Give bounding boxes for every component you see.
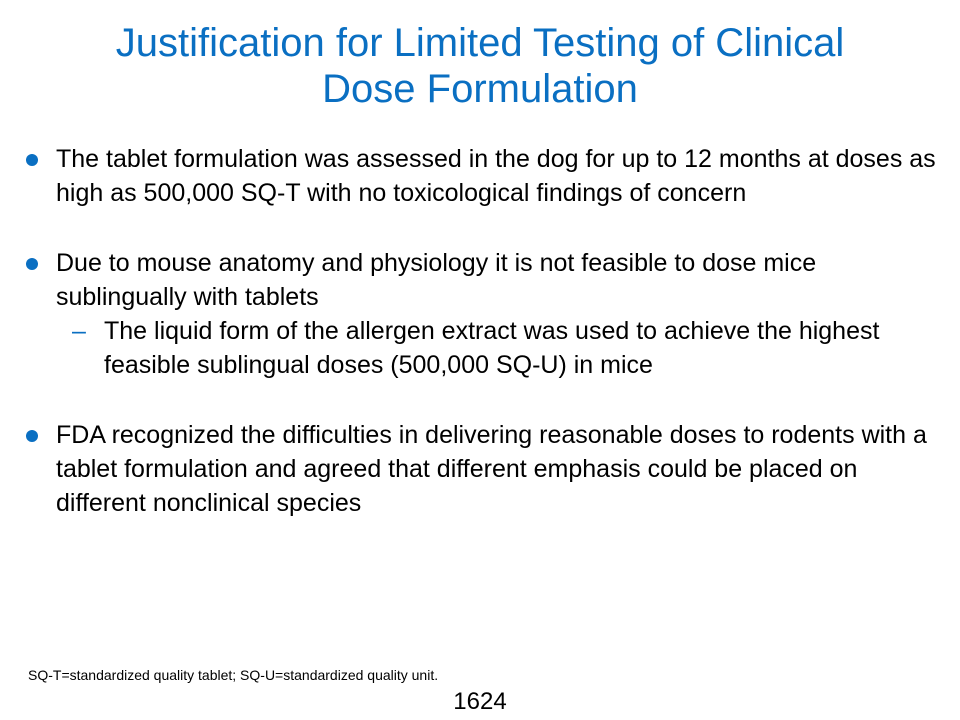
bullet-list: The tablet formulation was assessed in t… — [20, 142, 940, 556]
slide-title: Justification for Limited Testing of Cli… — [20, 20, 940, 112]
title-line-2: Dose Formulation — [322, 67, 638, 111]
bullet-text: Due to mouse anatomy and physiology it i… — [56, 249, 817, 311]
bullet-item-fda: FDA recognized the difficulties in deliv… — [20, 418, 940, 520]
bullet-item-mouse-anatomy: Due to mouse anatomy and physiology it i… — [20, 246, 940, 382]
page-number: 1624 — [453, 688, 507, 715]
sub-bullet-item: – The liquid form of the allergen extrac… — [56, 314, 940, 382]
bullet-text: FDA recognized the difficulties in deliv… — [56, 421, 927, 517]
bullet-dot-icon — [26, 258, 38, 270]
footnote: SQ-T=standardized quality tablet; SQ-U=s… — [28, 667, 439, 683]
bullet-text: The tablet formulation was assessed in t… — [56, 145, 936, 207]
sub-bullet-text: The liquid form of the allergen extract … — [104, 317, 880, 379]
dash-bullet-icon: – — [72, 317, 86, 345]
bullet-dot-icon — [26, 430, 38, 442]
bullet-dot-icon — [26, 154, 38, 166]
title-line-1: Justification for Limited Testing of Cli… — [115, 21, 845, 65]
bullet-item-dog-study: The tablet formulation was assessed in t… — [20, 142, 940, 210]
